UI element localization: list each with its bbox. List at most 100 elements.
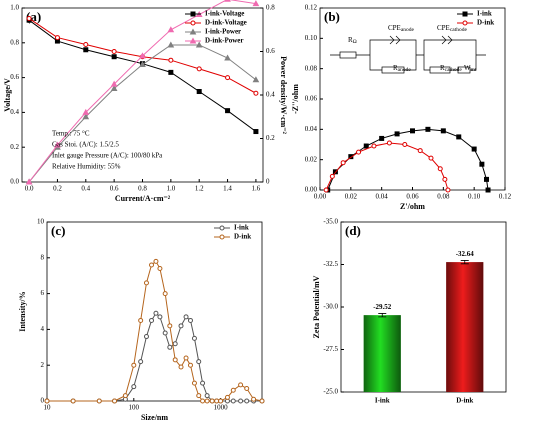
y-tick-label: 0.0 [10, 178, 19, 186]
y-tick-label: 10 [37, 218, 45, 226]
y-tick-label: 0.06 [305, 95, 318, 103]
y-axis-label: Voltage/V [3, 78, 12, 112]
y-tick-label: 0.04 [305, 125, 318, 133]
marker [196, 66, 202, 72]
marker [456, 134, 462, 140]
x-tick-label: 0.10 [468, 193, 481, 201]
marker [168, 69, 174, 75]
marker [82, 108, 90, 115]
legend-label: D-ink-Voltage [205, 19, 247, 27]
marker [167, 344, 173, 350]
legend-label: I-ink [234, 224, 249, 232]
circuit-label-main: R [440, 64, 445, 72]
marker [445, 187, 451, 193]
y2-tick-label: 0.8 [266, 4, 275, 12]
marker [189, 37, 197, 44]
marker [162, 291, 168, 297]
marker [394, 131, 400, 137]
marker [238, 398, 244, 404]
marker [70, 398, 76, 404]
marker [139, 52, 146, 59]
y-tick-label: 1.0 [10, 4, 19, 12]
marker [83, 42, 89, 48]
marker [131, 362, 137, 368]
marker [143, 280, 149, 286]
marker [485, 187, 491, 193]
resistor [381, 66, 405, 74]
marker [253, 90, 259, 96]
x-tick-label: 10 [44, 404, 52, 412]
x-axis-label: Size/nm [141, 413, 168, 421]
series-line [327, 128, 489, 191]
marker [111, 54, 117, 60]
circuit-label: Ranode [393, 64, 411, 74]
y-tick-label: -35.0 [323, 218, 338, 226]
marker [110, 84, 118, 91]
marker [340, 160, 346, 166]
marker [190, 20, 196, 26]
circuit-label-main: R [348, 36, 353, 44]
legend-label: D-ink [234, 233, 251, 241]
marker [26, 15, 32, 21]
marker [190, 11, 196, 17]
circuit-label-sub: cathode [450, 27, 468, 33]
marker [386, 140, 392, 146]
y-tick-label: 0.8 [10, 38, 19, 46]
marker [172, 341, 178, 347]
y2-tick-label: 0 [266, 178, 270, 186]
marker [122, 393, 128, 399]
marker [209, 398, 215, 404]
marker [168, 57, 174, 63]
marker [348, 154, 354, 160]
marker [196, 393, 202, 399]
series-line [47, 260, 263, 402]
marker [183, 355, 189, 361]
marker [440, 128, 446, 134]
y2-tick-label: 0.4 [266, 91, 275, 99]
series-line [325, 142, 449, 191]
marker [225, 75, 231, 81]
marker [225, 108, 231, 114]
marker [157, 266, 163, 272]
annotation: Relative Humidity: 55% [52, 163, 121, 171]
x-tick-label: D-ink [456, 397, 473, 405]
x-tick-label: 0.0 [25, 185, 34, 193]
marker [224, 394, 230, 400]
x-axis-label: Current/A·cm⁻² [115, 194, 171, 203]
y-tick-label: 0.2 [10, 143, 19, 151]
circuit-label: CPEcathode [437, 24, 468, 34]
marker [204, 393, 210, 399]
marker [111, 49, 117, 54]
y-tick-label: -25.0 [323, 388, 338, 396]
marker [44, 398, 50, 404]
x-tick-label: 1.4 [223, 185, 232, 193]
marker [110, 80, 118, 87]
circuit-label: Rcathode [440, 64, 462, 74]
marker [157, 314, 163, 320]
marker [238, 382, 244, 388]
circuit-label: RΩ [348, 36, 357, 46]
marker [139, 61, 146, 68]
x-tick-label: 0.02 [345, 193, 358, 201]
panel-label: (b) [324, 9, 340, 24]
value-label: -29.52 [373, 303, 392, 311]
marker [200, 380, 206, 386]
y-axis-label: Intensity/% [18, 291, 27, 331]
legend-label: D-ink-Power [205, 37, 244, 45]
marker [253, 129, 259, 135]
y2-axis-label: Power density/W·cm⁻² [279, 56, 288, 134]
marker [200, 398, 206, 404]
y-tick-label: 6 [41, 289, 45, 297]
marker [251, 396, 257, 402]
marker [196, 89, 202, 95]
marker [363, 143, 369, 149]
x-tick-label: 1.6 [252, 185, 261, 193]
marker [96, 398, 102, 404]
marker [379, 135, 385, 141]
marker [244, 385, 250, 391]
y-tick-label: 0.6 [10, 73, 19, 81]
circuit-label-sub: anode [401, 27, 415, 33]
y-tick-label: -32.5 [323, 260, 338, 268]
marker [417, 148, 423, 154]
cpe-symbol [389, 35, 453, 45]
